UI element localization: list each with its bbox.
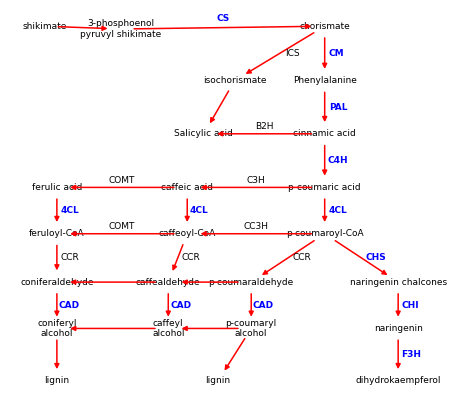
Text: 4CL: 4CL bbox=[328, 206, 347, 215]
Text: feruloyl-CoA: feruloyl-CoA bbox=[29, 229, 85, 238]
Text: 3-phosphoenol
pyruvyl shikimate: 3-phosphoenol pyruvyl shikimate bbox=[80, 19, 162, 39]
Text: 4CL: 4CL bbox=[190, 206, 209, 215]
Text: CC3H: CC3H bbox=[244, 222, 268, 231]
Text: p-coumaraldehyde: p-coumaraldehyde bbox=[209, 278, 294, 287]
Text: cinnamic acid: cinnamic acid bbox=[293, 129, 356, 138]
Text: CM: CM bbox=[329, 49, 344, 58]
Text: p-coumaroyl-CoA: p-coumaroyl-CoA bbox=[286, 229, 364, 238]
Text: CCR: CCR bbox=[61, 253, 80, 262]
Text: ICS: ICS bbox=[286, 49, 300, 58]
Text: COMT: COMT bbox=[109, 222, 135, 231]
Text: p-coumaryl
alcohol: p-coumaryl alcohol bbox=[226, 319, 277, 338]
Text: PAL: PAL bbox=[328, 103, 347, 112]
Text: caffeyl
alcohol: caffeyl alcohol bbox=[152, 319, 184, 338]
Text: caffealdehyde: caffealdehyde bbox=[136, 278, 201, 287]
Text: naringenin: naringenin bbox=[374, 324, 423, 333]
Text: CCR: CCR bbox=[293, 253, 311, 262]
Text: COMT: COMT bbox=[109, 176, 135, 185]
Text: lignin: lignin bbox=[44, 376, 70, 385]
Text: shikimate: shikimate bbox=[23, 22, 67, 31]
Text: C4H: C4H bbox=[328, 156, 348, 165]
Text: CAD: CAD bbox=[59, 301, 80, 310]
Text: CS: CS bbox=[216, 14, 229, 23]
Text: 4CL: 4CL bbox=[61, 206, 80, 215]
Text: coniferyl
alcohol: coniferyl alcohol bbox=[37, 319, 77, 338]
Text: B2H: B2H bbox=[255, 122, 273, 131]
Text: ferulic acid: ferulic acid bbox=[32, 183, 82, 192]
Text: Phenylalanine: Phenylalanine bbox=[293, 76, 356, 85]
Text: naringenin chalcones: naringenin chalcones bbox=[350, 278, 447, 287]
Text: F3H: F3H bbox=[401, 350, 421, 359]
Text: CCR: CCR bbox=[182, 253, 201, 262]
Text: dihydrokaempferol: dihydrokaempferol bbox=[356, 376, 441, 385]
Text: isochorismate: isochorismate bbox=[203, 76, 266, 85]
Text: chorismate: chorismate bbox=[299, 22, 350, 31]
Text: CAD: CAD bbox=[170, 301, 191, 310]
Text: C3H: C3H bbox=[246, 176, 265, 185]
Text: CHI: CHI bbox=[401, 301, 419, 310]
Text: CHS: CHS bbox=[365, 253, 386, 262]
Text: caffeic acid: caffeic acid bbox=[161, 183, 213, 192]
Text: coniferaldehyde: coniferaldehyde bbox=[20, 278, 94, 287]
Text: Salicylic acid: Salicylic acid bbox=[174, 129, 233, 138]
Text: lignin: lignin bbox=[205, 376, 231, 385]
Text: CAD: CAD bbox=[253, 301, 274, 310]
Text: caffeoyl-CoA: caffeoyl-CoA bbox=[159, 229, 216, 238]
Text: p-coumaric acid: p-coumaric acid bbox=[288, 183, 361, 192]
